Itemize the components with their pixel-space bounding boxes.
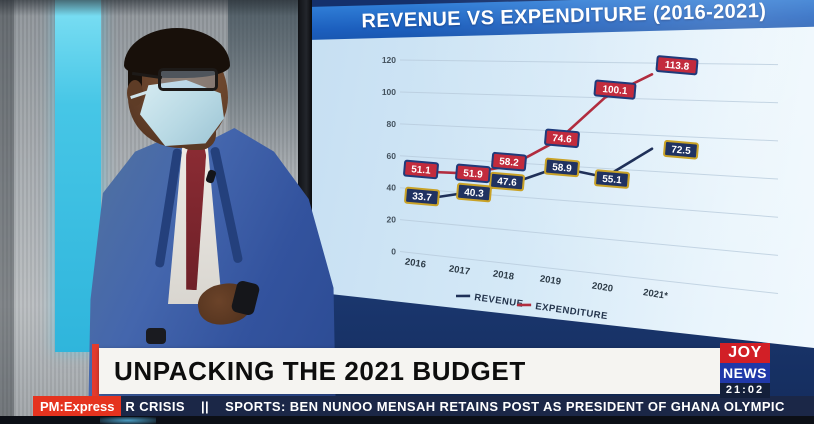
ticker-row: PM:Express R CRISIS || SPORTS: BEN NUNOO… [33, 396, 814, 417]
logo-joy: JOY [720, 343, 770, 363]
headline: UNPACKING THE 2021 BUDGET [114, 355, 526, 386]
presenter-ear [127, 80, 143, 106]
time-display: 21:02 [720, 383, 770, 398]
wall-edge-shadow [0, 0, 14, 424]
lower-third-banner: UNPACKING THE 2021 BUDGET [99, 348, 720, 394]
ticker-text: R CRISIS || SPORTS: BEN NUNOO MENSAH RET… [121, 396, 814, 417]
logo-news: NEWS [720, 363, 770, 383]
joy-news-logo: JOY NEWS 21:02 [720, 343, 770, 398]
presenter-glasses [158, 68, 218, 91]
program-badge: PM:Express [33, 396, 122, 417]
banner-accent-stripe [92, 344, 99, 396]
ceiling-shadow [0, 0, 380, 16]
studio-floor [0, 416, 814, 424]
wrist-watch-left [146, 328, 166, 344]
floor-light-reflection [100, 417, 156, 424]
